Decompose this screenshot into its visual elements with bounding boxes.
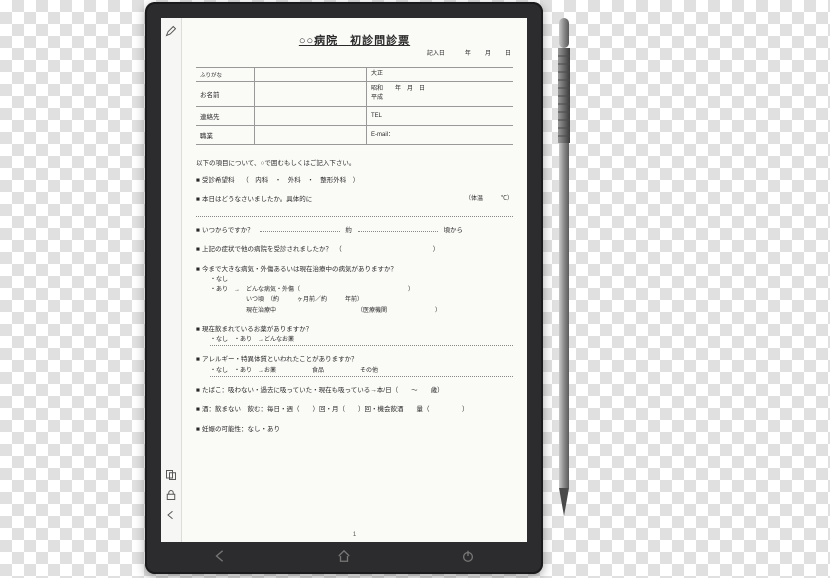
birth-era-cell: 大正	[367, 68, 513, 81]
birth-date-cell: 昭和 年 月 日 平成	[367, 82, 513, 106]
name-label: お名前	[196, 82, 255, 106]
furigana-field[interactable]	[255, 68, 367, 81]
ereader-device: ○○病院 初診問診票 記入日 年 月 日 ふりがな 大正 お名前	[145, 2, 543, 574]
contact-label: 連絡先	[196, 107, 255, 125]
page-toggle-icon[interactable]	[164, 468, 178, 482]
pencil-icon[interactable]	[164, 24, 178, 38]
page-number: 1	[353, 532, 356, 538]
instruction-text: 以下の項目について、○で囲むもしくはご記入下さい。	[196, 157, 513, 167]
nav-power-icon[interactable]	[461, 549, 475, 568]
q-symptoms: 本日はどうなさいましたか。具体的に （体温 ℃）	[196, 195, 513, 216]
q-pregnancy: 妊娠の可能性：なし・あり	[196, 425, 513, 435]
q-department: 受診希望科 （ 内科 ・ 外科 ・ 整形外科 ）	[196, 176, 513, 186]
contact-field[interactable]	[255, 107, 367, 125]
lock-icon[interactable]	[164, 488, 178, 502]
q-history: 今まで大きな病気・外傷あるいは現在治療中の病気がありますか？ ・なし ・あり →…	[196, 265, 513, 316]
entry-date-row: 記入日 年 月 日	[196, 48, 513, 57]
furigana-label: ふりがな	[196, 68, 255, 81]
q-alcohol: 酒：飲まない 飲む：毎日・週（ ）回・月（ ）回・機会飲酒 量（ ）	[196, 405, 513, 415]
patient-info-table: ふりがな 大正 お名前 昭和 年 月 日 平成 連絡先	[196, 67, 513, 145]
email-cell[interactable]: E-mail：	[367, 126, 513, 144]
job-field[interactable]	[255, 126, 367, 144]
document-page: ○○病院 初診問診票 記入日 年 月 日 ふりがな 大正 お名前	[182, 18, 527, 542]
back-arrow-icon[interactable]	[164, 508, 178, 522]
q-other-hospital: 上記の症状で他の病院を受診されましたか？ （ ）	[196, 245, 513, 255]
job-label: 職業	[196, 126, 255, 144]
nav-home-icon[interactable]	[337, 549, 351, 568]
document-title: ○○病院 初診問診票	[196, 32, 513, 48]
q-since: いつからですか？ 約 頃から	[196, 226, 513, 236]
name-field[interactable]	[255, 82, 367, 106]
device-screen: ○○病院 初診問診票 記入日 年 月 日 ふりがな 大正 お名前	[161, 18, 527, 542]
q-medication: 現在飲まれているお薬がありますか？ ・なし ・あり →どんなお薬	[196, 325, 513, 347]
tel-cell[interactable]: TEL	[367, 107, 513, 125]
side-toolbar	[161, 18, 182, 542]
q-allergy: アレルギー・特異体質といわれたことがありますか？ ・なし ・あり →お薬 食品 …	[196, 355, 513, 377]
q-smoking: たばこ：吸わない・過去に吸っていた・現在も吸っている→本/日（ 〜 歳）	[196, 386, 513, 396]
nav-back-icon[interactable]	[213, 549, 227, 568]
device-nav-bar	[145, 542, 543, 574]
stylus-pen	[556, 18, 572, 518]
